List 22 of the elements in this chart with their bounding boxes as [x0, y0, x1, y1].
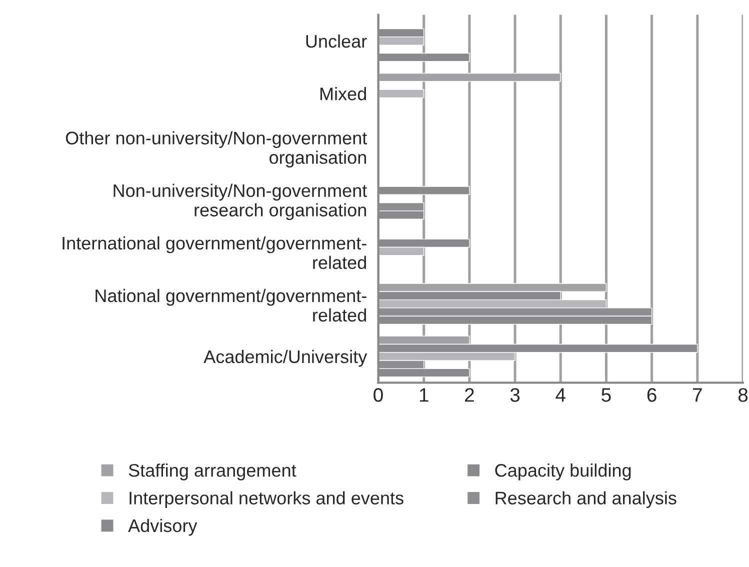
x-tick-label: 4 — [556, 388, 566, 402]
legend-label: Interpersonal networks and events — [130, 491, 404, 508]
y-tick-label: National government/government- related — [96, 288, 366, 322]
y-tick-label: Academic/University — [204, 350, 368, 367]
x-tick-label: 8 — [738, 388, 748, 402]
legend-label: Capacity building — [495, 464, 631, 480]
legend-label: Staffing arrangement — [128, 464, 296, 480]
y-tick-label: Mixed — [320, 87, 366, 100]
legend-label: Advisory — [128, 518, 198, 536]
y-tick-label: International government/government- related — [62, 236, 366, 270]
y-tick-label: Other non-university/Non-government organisation — [66, 131, 368, 168]
bar — [378, 89, 424, 98]
x-tick-label: 1 — [420, 388, 428, 402]
y-tick-label: Non-university/Non-government research organisation — [114, 184, 368, 220]
legend-label: Research and analysis — [496, 491, 676, 508]
x-tick-label: 0 — [374, 388, 383, 402]
x-tick-label: 3 — [510, 388, 520, 402]
x-tick-label: 6 — [647, 388, 656, 402]
x-tick-label: 7 — [693, 388, 702, 402]
y-tick-label: Unclear — [306, 34, 367, 48]
x-tick-label: 2 — [465, 388, 474, 402]
x-tick-label: 5 — [602, 388, 611, 402]
